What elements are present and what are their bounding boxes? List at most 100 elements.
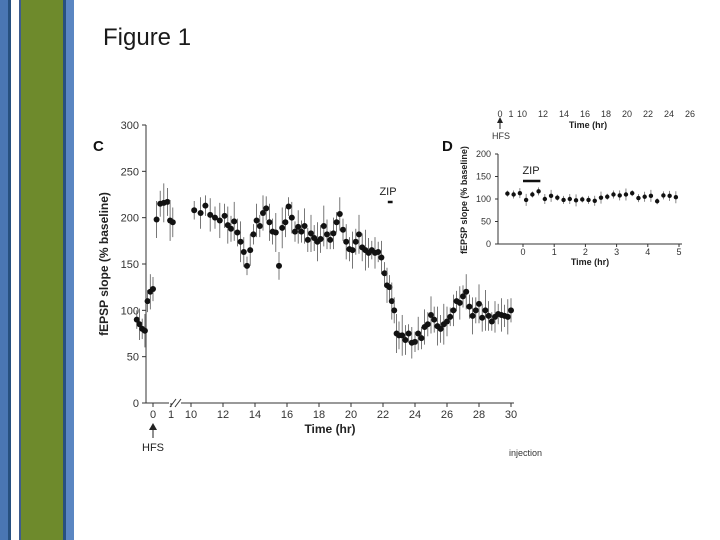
panel-c-data-point bbox=[415, 330, 422, 337]
panel-c-data-point bbox=[428, 311, 434, 318]
panel-d-data-point bbox=[580, 197, 585, 202]
panel-d-data-point bbox=[673, 195, 679, 200]
panel-d-data-point bbox=[661, 193, 666, 198]
panel-c-data-point bbox=[482, 307, 489, 314]
panel-c-x-tick-label: 20 bbox=[345, 409, 357, 421]
panel-c-data-point bbox=[234, 229, 241, 236]
panel-d-data-point bbox=[642, 194, 647, 199]
panel-d-data-point bbox=[648, 193, 654, 199]
panel-c-data-point bbox=[469, 312, 476, 319]
panel-d-top-tick-label: 10 bbox=[517, 109, 527, 119]
panel-c-x-tick-label: 1 bbox=[168, 409, 174, 421]
panel-c-data-point bbox=[466, 303, 473, 310]
panel-c-data-point bbox=[253, 217, 260, 224]
sidebar-dark-stripe-right bbox=[63, 0, 66, 540]
panel-d-x-tick-label: 3 bbox=[614, 247, 619, 257]
panel-c-data-point bbox=[386, 284, 393, 291]
panel-c-data-point bbox=[402, 336, 409, 343]
panel-c-data-point bbox=[295, 223, 302, 230]
panel-c-data-point bbox=[141, 327, 148, 334]
panel-c-data-point bbox=[250, 231, 257, 238]
panel-d-top-tick-label: 16 bbox=[580, 109, 590, 119]
panel-d-top-axis-label: Time (hr) bbox=[569, 120, 607, 130]
panel-c-data-point bbox=[301, 223, 308, 230]
panel-d-y-tick-label: 0 bbox=[486, 239, 491, 249]
panel-c-data-point bbox=[412, 338, 418, 345]
panel-c-y-tick-label: 250 bbox=[121, 166, 139, 178]
panel-c-data-point bbox=[285, 203, 292, 210]
panel-c-x-tick-label: 22 bbox=[377, 409, 389, 421]
panel-c-data-point bbox=[256, 223, 263, 230]
panel-d-letter: D bbox=[442, 138, 453, 155]
panel-d-x-tick-label: 5 bbox=[676, 247, 681, 257]
panel-c-data-point bbox=[266, 219, 273, 226]
panel-c-data-point bbox=[231, 218, 238, 225]
panel-d-data-point bbox=[511, 192, 516, 197]
panel-c-data-point bbox=[352, 238, 359, 245]
panel-c-data-point bbox=[450, 307, 457, 314]
sidebar-dark-stripe-left bbox=[8, 0, 11, 540]
panel-d-data-point bbox=[598, 195, 604, 200]
panel-c-y-tick-label: 150 bbox=[121, 259, 139, 271]
panel-c-data-point bbox=[343, 238, 350, 245]
panel-d-data-point bbox=[611, 192, 616, 197]
panel-c-data-point bbox=[216, 217, 223, 224]
panel-d-top-tick-label: 20 bbox=[622, 109, 632, 119]
panel-d-x-tick-label: 2 bbox=[583, 247, 588, 257]
panel-c-data-point bbox=[485, 312, 492, 319]
panel-d-data-point bbox=[573, 198, 579, 203]
panel-c-data-point bbox=[276, 262, 282, 269]
panel-c-data-point bbox=[272, 229, 279, 236]
panel-c-data-point bbox=[164, 198, 171, 205]
panel-c-data-point bbox=[244, 262, 250, 269]
sidebar-blue-stripe-left bbox=[0, 0, 8, 540]
panel-c-data-point bbox=[282, 219, 289, 226]
panel-c-data-point bbox=[476, 300, 482, 307]
panel-c-data-point bbox=[212, 214, 218, 221]
panel-c-data-point bbox=[320, 223, 327, 230]
panel-c-data-point bbox=[340, 226, 346, 233]
panel-c-hfs-arrow-icon bbox=[149, 423, 157, 430]
panel-c-data-point bbox=[247, 247, 254, 254]
panel-c-data-point bbox=[228, 225, 234, 232]
panel-d-data-point bbox=[586, 197, 591, 203]
panel-c-data-point bbox=[431, 316, 438, 323]
panel-c-x-tick-label: 12 bbox=[217, 409, 229, 421]
panel-c-data-point bbox=[405, 330, 412, 337]
panel-c-data-point bbox=[304, 236, 311, 243]
panel-d-y-tick-label: 50 bbox=[481, 217, 491, 227]
clipped-injection-label: injection bbox=[509, 448, 542, 458]
panel-d-y-label: fEPSP slope (% baseline) bbox=[459, 146, 469, 254]
panel-c-x-tick-label: 30 bbox=[505, 409, 517, 421]
panel-c-x-tick-label: 0 bbox=[150, 409, 156, 421]
panel-d-data-point bbox=[636, 195, 641, 201]
panel-d-data-point bbox=[567, 196, 572, 202]
panel-d-data-point bbox=[548, 193, 554, 199]
panel-c-data-point bbox=[327, 236, 334, 243]
panel-c-data-point bbox=[399, 332, 406, 339]
panel-d-top-tick-label: 0 bbox=[497, 109, 502, 119]
panel-d-top-tick-label: 26 bbox=[685, 109, 695, 119]
panel-c-data-point bbox=[191, 207, 198, 214]
panel-c-data-point bbox=[391, 307, 398, 314]
panel-c-data-point bbox=[317, 235, 324, 242]
panel-d-top-tick-label: 24 bbox=[664, 109, 674, 119]
panel-c-data-point bbox=[144, 298, 151, 305]
panel-c-data-point bbox=[508, 307, 514, 314]
panel-c-data-point bbox=[333, 219, 340, 226]
panel-c-data-point bbox=[221, 212, 228, 219]
panel-d-data-point bbox=[536, 189, 541, 194]
panel-d-data-point bbox=[617, 193, 622, 198]
panel-c-zip-label: ZIP bbox=[379, 186, 396, 198]
panel-c-data-point bbox=[456, 299, 463, 306]
panel-d-top-tick-label: 1 bbox=[508, 109, 513, 119]
panel-c-data-point bbox=[202, 202, 209, 209]
panel-c-data-point bbox=[444, 318, 450, 325]
panel-c-data-point bbox=[207, 211, 214, 218]
panel-c-data-point bbox=[263, 205, 270, 212]
panel-d-zip-label: ZIP bbox=[522, 165, 539, 177]
slide-title: Figure 1 bbox=[103, 24, 192, 51]
panel-c-y-label: fEPSP slope (% baseline) bbox=[97, 192, 111, 336]
panel-c-data-point bbox=[378, 254, 385, 261]
